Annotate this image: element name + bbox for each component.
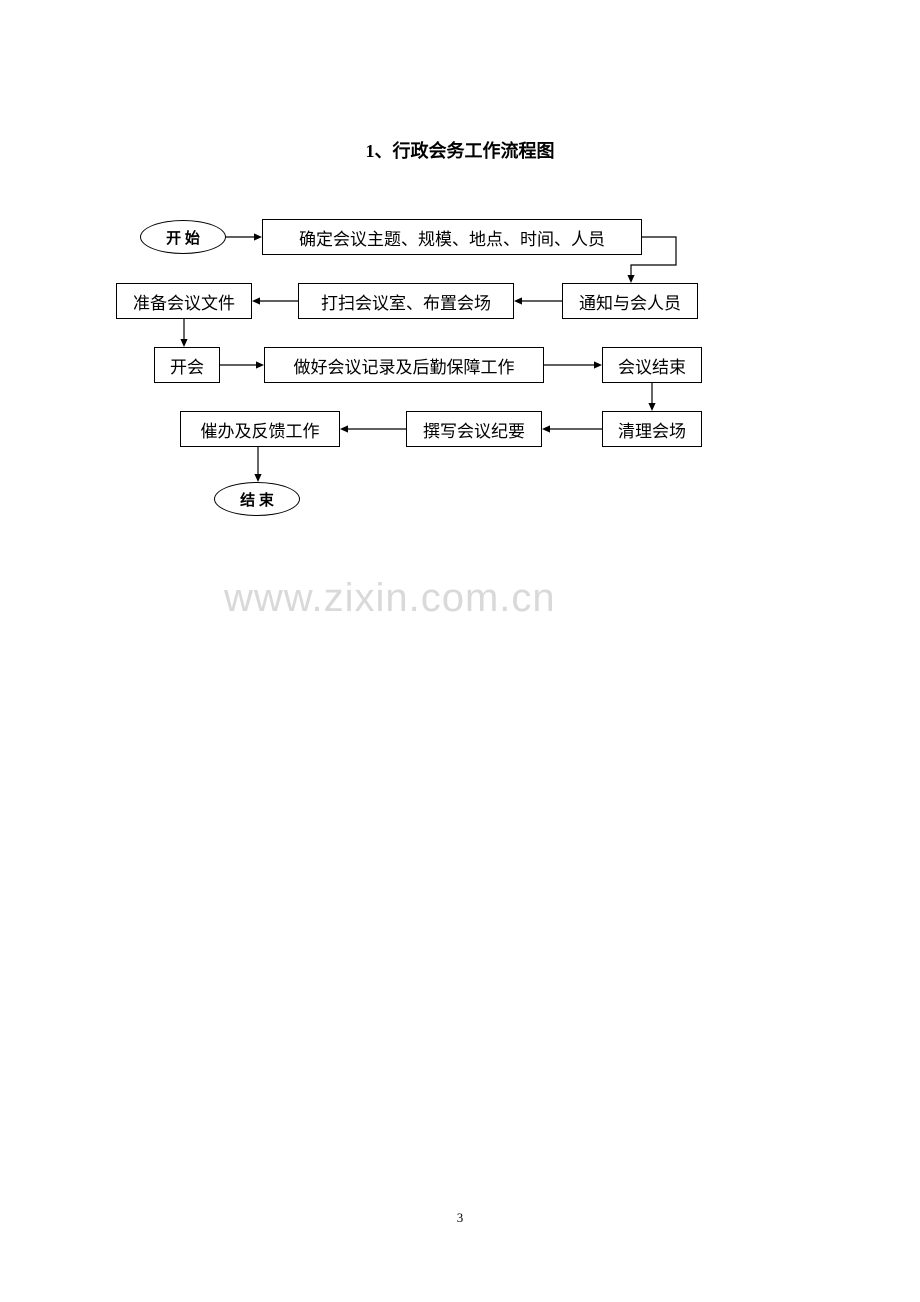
title-text: 1、行政会务工作流程图 bbox=[366, 141, 555, 161]
node-followup: 催办及反馈工作 bbox=[180, 411, 340, 447]
watermark-text: www.zixin.com.cn bbox=[224, 576, 556, 621]
arrowhead-end_meet-cleanup bbox=[648, 403, 655, 411]
node-label-prepare: 准备会议文件 bbox=[133, 289, 235, 314]
arrowhead-notify-clean_setup bbox=[514, 297, 522, 304]
node-label-followup: 催办及反馈工作 bbox=[201, 417, 320, 442]
node-summary: 撰写会议纪要 bbox=[406, 411, 542, 447]
node-confirm: 确定会议主题、规模、地点、时间、人员 bbox=[262, 219, 642, 255]
arrowhead-summary-followup bbox=[340, 425, 348, 432]
node-label-clean_setup: 打扫会议室、布置会场 bbox=[321, 289, 491, 314]
node-notify: 通知与会人员 bbox=[562, 283, 698, 319]
arrowhead-confirm-notify bbox=[627, 275, 634, 283]
node-label-summary: 撰写会议纪要 bbox=[423, 417, 525, 442]
node-end_meet: 会议结束 bbox=[602, 347, 702, 383]
page-number-text: 3 bbox=[457, 1210, 464, 1225]
node-prepare: 准备会议文件 bbox=[116, 283, 252, 319]
node-label-cleanup: 清理会场 bbox=[618, 417, 686, 442]
page-title: 1、行政会务工作流程图 bbox=[0, 137, 920, 163]
flowchart-arrows bbox=[0, 0, 920, 1302]
arrowhead-start-confirm bbox=[254, 233, 262, 240]
arrowhead-meeting-record bbox=[256, 361, 264, 368]
node-start: 开 始 bbox=[140, 220, 226, 254]
arrowhead-prepare-meeting bbox=[180, 339, 187, 347]
node-end: 结 束 bbox=[214, 482, 300, 516]
node-label-end_meet: 会议结束 bbox=[618, 353, 686, 378]
node-label-notify: 通知与会人员 bbox=[579, 289, 681, 314]
node-label-record: 做好会议记录及后勤保障工作 bbox=[294, 353, 515, 378]
node-label-end: 结 束 bbox=[240, 489, 274, 510]
node-label-start: 开 始 bbox=[166, 227, 200, 248]
node-label-confirm: 确定会议主题、规模、地点、时间、人员 bbox=[299, 225, 605, 250]
arrowhead-cleanup-summary bbox=[542, 425, 550, 432]
node-clean_setup: 打扫会议室、布置会场 bbox=[298, 283, 514, 319]
arrowhead-followup-end bbox=[254, 474, 261, 482]
node-meeting: 开会 bbox=[154, 347, 220, 383]
node-label-meeting: 开会 bbox=[170, 353, 204, 378]
page-number: 3 bbox=[0, 1210, 920, 1226]
node-cleanup: 清理会场 bbox=[602, 411, 702, 447]
node-record: 做好会议记录及后勤保障工作 bbox=[264, 347, 544, 383]
arrowhead-record-end_meet bbox=[594, 361, 602, 368]
arrowhead-clean_setup-prepare bbox=[252, 297, 260, 304]
